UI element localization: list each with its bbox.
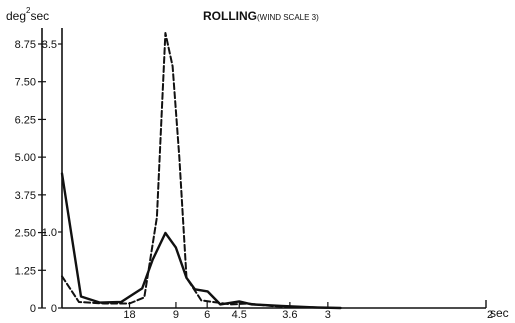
y-inner-tick-label: 0 [51,303,57,315]
x-tick-label: 18 [123,309,135,321]
y-outer-tick-label: 5.00 [15,152,36,164]
series-line-solid [60,172,342,310]
plot-area [60,32,342,310]
x-tick-label: 9 [173,309,179,321]
y-outer-tick-label: 8.75 [15,39,36,51]
x-tick-label: 2 [487,309,493,321]
y-inner-tick-label: 3.5 [42,39,57,51]
chart-title-note: (WIND SCALE 3) [257,13,319,22]
y-inner-tick-label: 1.0 [42,227,57,239]
y-outer-tick-label: 3.75 [15,190,36,202]
y-outer-tick-label: 1.25 [15,265,36,277]
y-axis-unit-exponent: 2 [26,6,31,15]
x-axis-unit-label: sec [490,306,509,320]
y-outer-tick-label: 2.50 [15,228,36,240]
y-outer-tick-label: 6.25 [15,114,36,126]
axes: 0 1.25 2.50 3.75 5.00 6.25 7.50 8.75 0 1.0 3.5 18 9 6… [15,28,493,321]
x-tick-label: 6 [204,309,210,321]
x-tick-label: 3.6 [282,309,297,321]
x-tick-label: 4.5 [232,309,247,321]
y-axis-unit-label: deg2sec [6,6,49,23]
x-tick-label: 3 [325,309,331,321]
y-outer-tick-label: 0 [30,303,36,315]
chart-title: ROLLING(WIND SCALE 3) [203,9,319,23]
series-line-dashed [61,32,338,309]
y-outer-tick-label: 7.50 [15,77,36,89]
